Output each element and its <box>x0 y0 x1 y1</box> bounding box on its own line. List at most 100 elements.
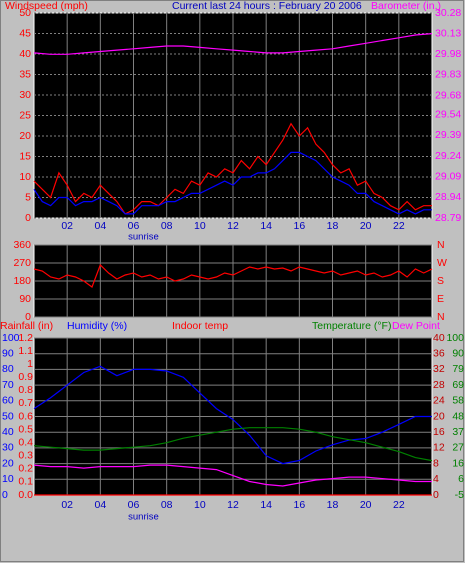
annotation: sunrise <box>128 232 159 243</box>
y-tick-label: 79 <box>452 363 464 375</box>
y-tick-label: 90 <box>452 347 464 359</box>
y-tick-label: 0.0 <box>18 489 33 501</box>
y-tick-label: 0.4 <box>18 436 33 448</box>
series-line <box>33 427 433 462</box>
y-tick-label: 20 <box>19 130 31 142</box>
y-tick-label: 20 <box>433 410 445 422</box>
x-tick-label: 12 <box>227 499 239 511</box>
legend-temperature: Temperature (°F) <box>312 320 391 332</box>
y-tick-label: 40 <box>433 332 445 344</box>
y-tick-label: 0 <box>25 212 31 224</box>
x-tick-label: 18 <box>327 499 339 511</box>
y-tick-label: 1.2 <box>18 332 33 344</box>
y-tick-label: 48 <box>452 410 464 422</box>
y-tick-label: 29.09 <box>435 171 461 183</box>
x-tick-label: 02 <box>61 220 73 232</box>
x-tick-label: 04 <box>94 220 106 232</box>
y-tick-label: N <box>437 239 445 251</box>
series-line <box>33 151 432 215</box>
y-tick-label: 20 <box>2 457 14 469</box>
x-tick-label: 08 <box>161 220 173 232</box>
y-tick-label: 0 <box>433 489 439 501</box>
y-tick-label: W <box>437 257 447 269</box>
y-tick-label: 1.1 <box>18 345 33 357</box>
y-tick-label: 50 <box>2 410 14 422</box>
y-tick-label: 24 <box>433 395 445 407</box>
x-tick-label: 16 <box>293 220 305 232</box>
y-tick-label: 0.6 <box>18 410 33 422</box>
x-tick-label: 16 <box>293 499 305 511</box>
y-tick-label: 36 <box>433 347 445 359</box>
y-tick-label: 60 <box>2 395 14 407</box>
y-tick-label: 30 <box>2 442 14 454</box>
y-tick-label: 16 <box>452 457 464 469</box>
y-tick-label: 58 <box>452 395 464 407</box>
y-tick-label: 28 <box>433 379 445 391</box>
y-tick-label: 70 <box>2 379 14 391</box>
y-tick-label: 50 <box>19 7 31 19</box>
x-tick-label: 14 <box>260 220 272 232</box>
y-tick-label: 35 <box>19 68 31 80</box>
y-tick-label: 0.5 <box>18 423 33 435</box>
y-tick-label: 29.39 <box>435 129 461 141</box>
legend-dewpoint: Dew Point <box>392 320 440 332</box>
y-tick-label: -5 <box>455 489 464 501</box>
y-tick-label: 8 <box>433 457 439 469</box>
x-tick-label: 18 <box>327 220 339 232</box>
y-tick-label: 29.68 <box>435 89 461 101</box>
x-tick-label: 02 <box>61 499 73 511</box>
y-tick-label: 37 <box>452 426 464 438</box>
y-tick-label: 10 <box>2 473 14 485</box>
legend-windspeed: Windspeed (mph) <box>5 0 88 12</box>
y-tick-label: 12 <box>433 442 445 454</box>
x-tick-label: 10 <box>194 499 206 511</box>
chart-title: Current last 24 hours : February 20 2006 <box>172 0 362 12</box>
y-tick-label: 180 <box>13 275 31 287</box>
y-tick-label: 100 <box>2 332 20 344</box>
y-tick-label: E <box>437 293 444 305</box>
y-tick-label: 270 <box>13 257 31 269</box>
x-tick-label: 06 <box>128 220 140 232</box>
x-tick-label: 20 <box>360 499 372 511</box>
y-tick-label: 40 <box>2 426 14 438</box>
series-line <box>33 263 433 288</box>
y-tick-label: 10 <box>19 171 31 183</box>
y-tick-label: 28.94 <box>435 191 461 203</box>
y-tick-label: 32 <box>433 363 445 375</box>
y-tick-label: 27 <box>452 442 464 454</box>
y-tick-label: 90 <box>2 347 14 359</box>
y-tick-label: 80 <box>2 363 14 375</box>
y-tick-label: 30.13 <box>435 27 461 39</box>
y-tick-label: 360 <box>13 239 31 251</box>
x-tick-label: 06 <box>128 499 140 511</box>
legend-indoor: Indoor temp <box>172 320 228 332</box>
x-tick-label: 04 <box>94 499 106 511</box>
y-tick-label: 69 <box>452 379 464 391</box>
y-tick-label: 30.28 <box>435 7 461 19</box>
y-tick-label: 29.98 <box>435 48 461 60</box>
y-tick-label: 29.24 <box>435 150 461 162</box>
x-tick-label: 14 <box>260 499 272 511</box>
y-tick-label: 90 <box>19 293 31 305</box>
y-tick-label: S <box>437 275 444 287</box>
x-tick-label: 08 <box>161 499 173 511</box>
y-tick-label: 100 <box>446 332 464 344</box>
x-tick-label: 22 <box>393 220 405 232</box>
y-tick-label: 0.8 <box>18 384 33 396</box>
y-tick-label: 40 <box>19 48 31 60</box>
y-tick-label: 0.3 <box>18 450 33 462</box>
x-tick-label: 12 <box>227 220 239 232</box>
y-tick-label: 0.1 <box>18 476 33 488</box>
y-tick-label: 16 <box>433 426 445 438</box>
series-line <box>33 464 432 487</box>
y-tick-label: 0.7 <box>18 397 33 409</box>
y-tick-label: 29.83 <box>435 69 461 81</box>
y-tick-label: N <box>437 311 445 323</box>
y-tick-label: 0.2 <box>18 463 33 475</box>
legend-humidity: Humidity (%) <box>67 320 127 332</box>
series-line <box>33 122 432 215</box>
y-tick-label: 6 <box>458 473 464 485</box>
y-tick-label: 5 <box>25 191 31 203</box>
